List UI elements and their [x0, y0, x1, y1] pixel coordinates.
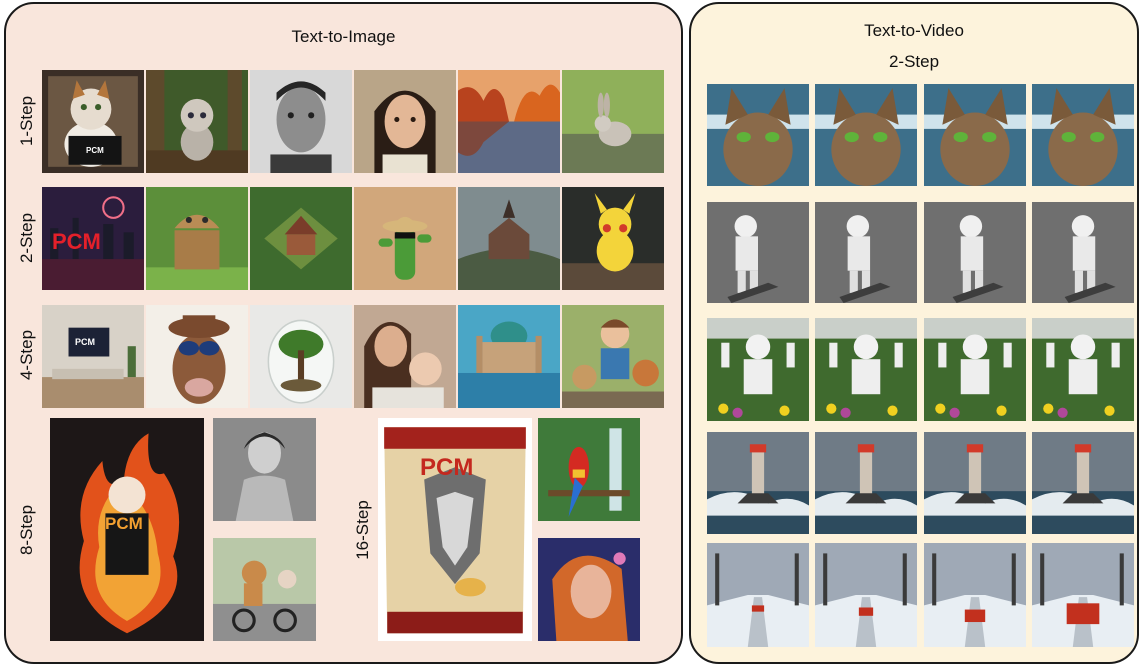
image-girl-portrait [354, 70, 456, 173]
video-frame-snow-car-1 [707, 543, 809, 647]
video-frame-cat-4 [1032, 84, 1134, 186]
image-wooden-android [146, 187, 248, 290]
video-frame-snow-car-3 [924, 543, 1026, 647]
image-chip-bag-wolf: PCM [378, 418, 532, 641]
image-boy-with-pets [562, 305, 664, 408]
shirt-logo-text: PCM [105, 514, 143, 533]
image-church-on-cliff [458, 187, 560, 290]
image-vintage-woman-bw [213, 418, 316, 521]
image-cat-holding-sign: PCM [42, 70, 144, 173]
video-frame-lighthouse-4 [1032, 432, 1134, 534]
video-frame-cat-1 [707, 84, 809, 186]
image-autumn-lake [458, 70, 560, 173]
tv-logo-text: PCM [75, 337, 95, 347]
image-boy-in-flames: PCM [50, 418, 204, 641]
image-underwater-palace [458, 305, 560, 408]
step-label-2: 2-Step [17, 212, 36, 264]
image-cactus-with-hat [354, 187, 456, 290]
image-cosmic-woman [538, 538, 640, 641]
image-pikachu [562, 187, 664, 290]
video-frame-stormtrooper-2 [815, 318, 917, 421]
video-frame-stormtrooper-4 [1032, 318, 1134, 421]
bag-logo-text: PCM [420, 454, 474, 481]
image-cow-with-sunglasses [146, 305, 248, 408]
image-parrot-waterfall [538, 418, 640, 521]
image-rabbit-by-pond [562, 70, 664, 173]
video-frame-snow-car-2 [815, 543, 917, 647]
text-to-video-title: Text-to-Video [864, 21, 964, 40]
image-dog-on-bicycle [213, 538, 316, 641]
step-label-8: 8-Step [17, 504, 36, 556]
city-logo-text: PCM [52, 229, 101, 254]
text-to-image-title: Text-to-Image [291, 27, 396, 46]
video-frame-cat-2 [815, 84, 917, 186]
video-frame-astronaut-4 [1032, 202, 1134, 303]
sign-logo-text: PCM [86, 146, 104, 155]
video-frame-lighthouse-1 [707, 432, 809, 534]
text-to-video-step-label: 2-Step [888, 52, 940, 71]
video-frame-stormtrooper-3 [924, 318, 1026, 421]
video-frame-lighthouse-2 [815, 432, 917, 534]
image-mother-and-baby [354, 305, 456, 408]
video-frame-astronaut-3 [924, 202, 1026, 303]
image-tree-in-glass [250, 305, 352, 408]
image-cabin-in-woods [250, 187, 352, 290]
video-frame-cat-3 [924, 84, 1026, 186]
image-city-fireworks: PCM [42, 187, 144, 290]
image-kitten-in-forest [146, 70, 248, 173]
step-label-1: 1-Step [17, 95, 36, 147]
image-man-portrait-bw [250, 70, 352, 173]
step-label-4: 4-Step [17, 329, 36, 381]
video-frame-stormtrooper-1 [707, 318, 809, 421]
step-label-16: 16-Step [353, 500, 372, 560]
video-frame-snow-car-4 [1032, 543, 1134, 647]
video-frame-lighthouse-3 [924, 432, 1026, 534]
image-living-room-tv: PCM [42, 305, 144, 408]
video-frame-astronaut-2 [815, 202, 917, 303]
video-frame-astronaut-1 [707, 202, 809, 303]
